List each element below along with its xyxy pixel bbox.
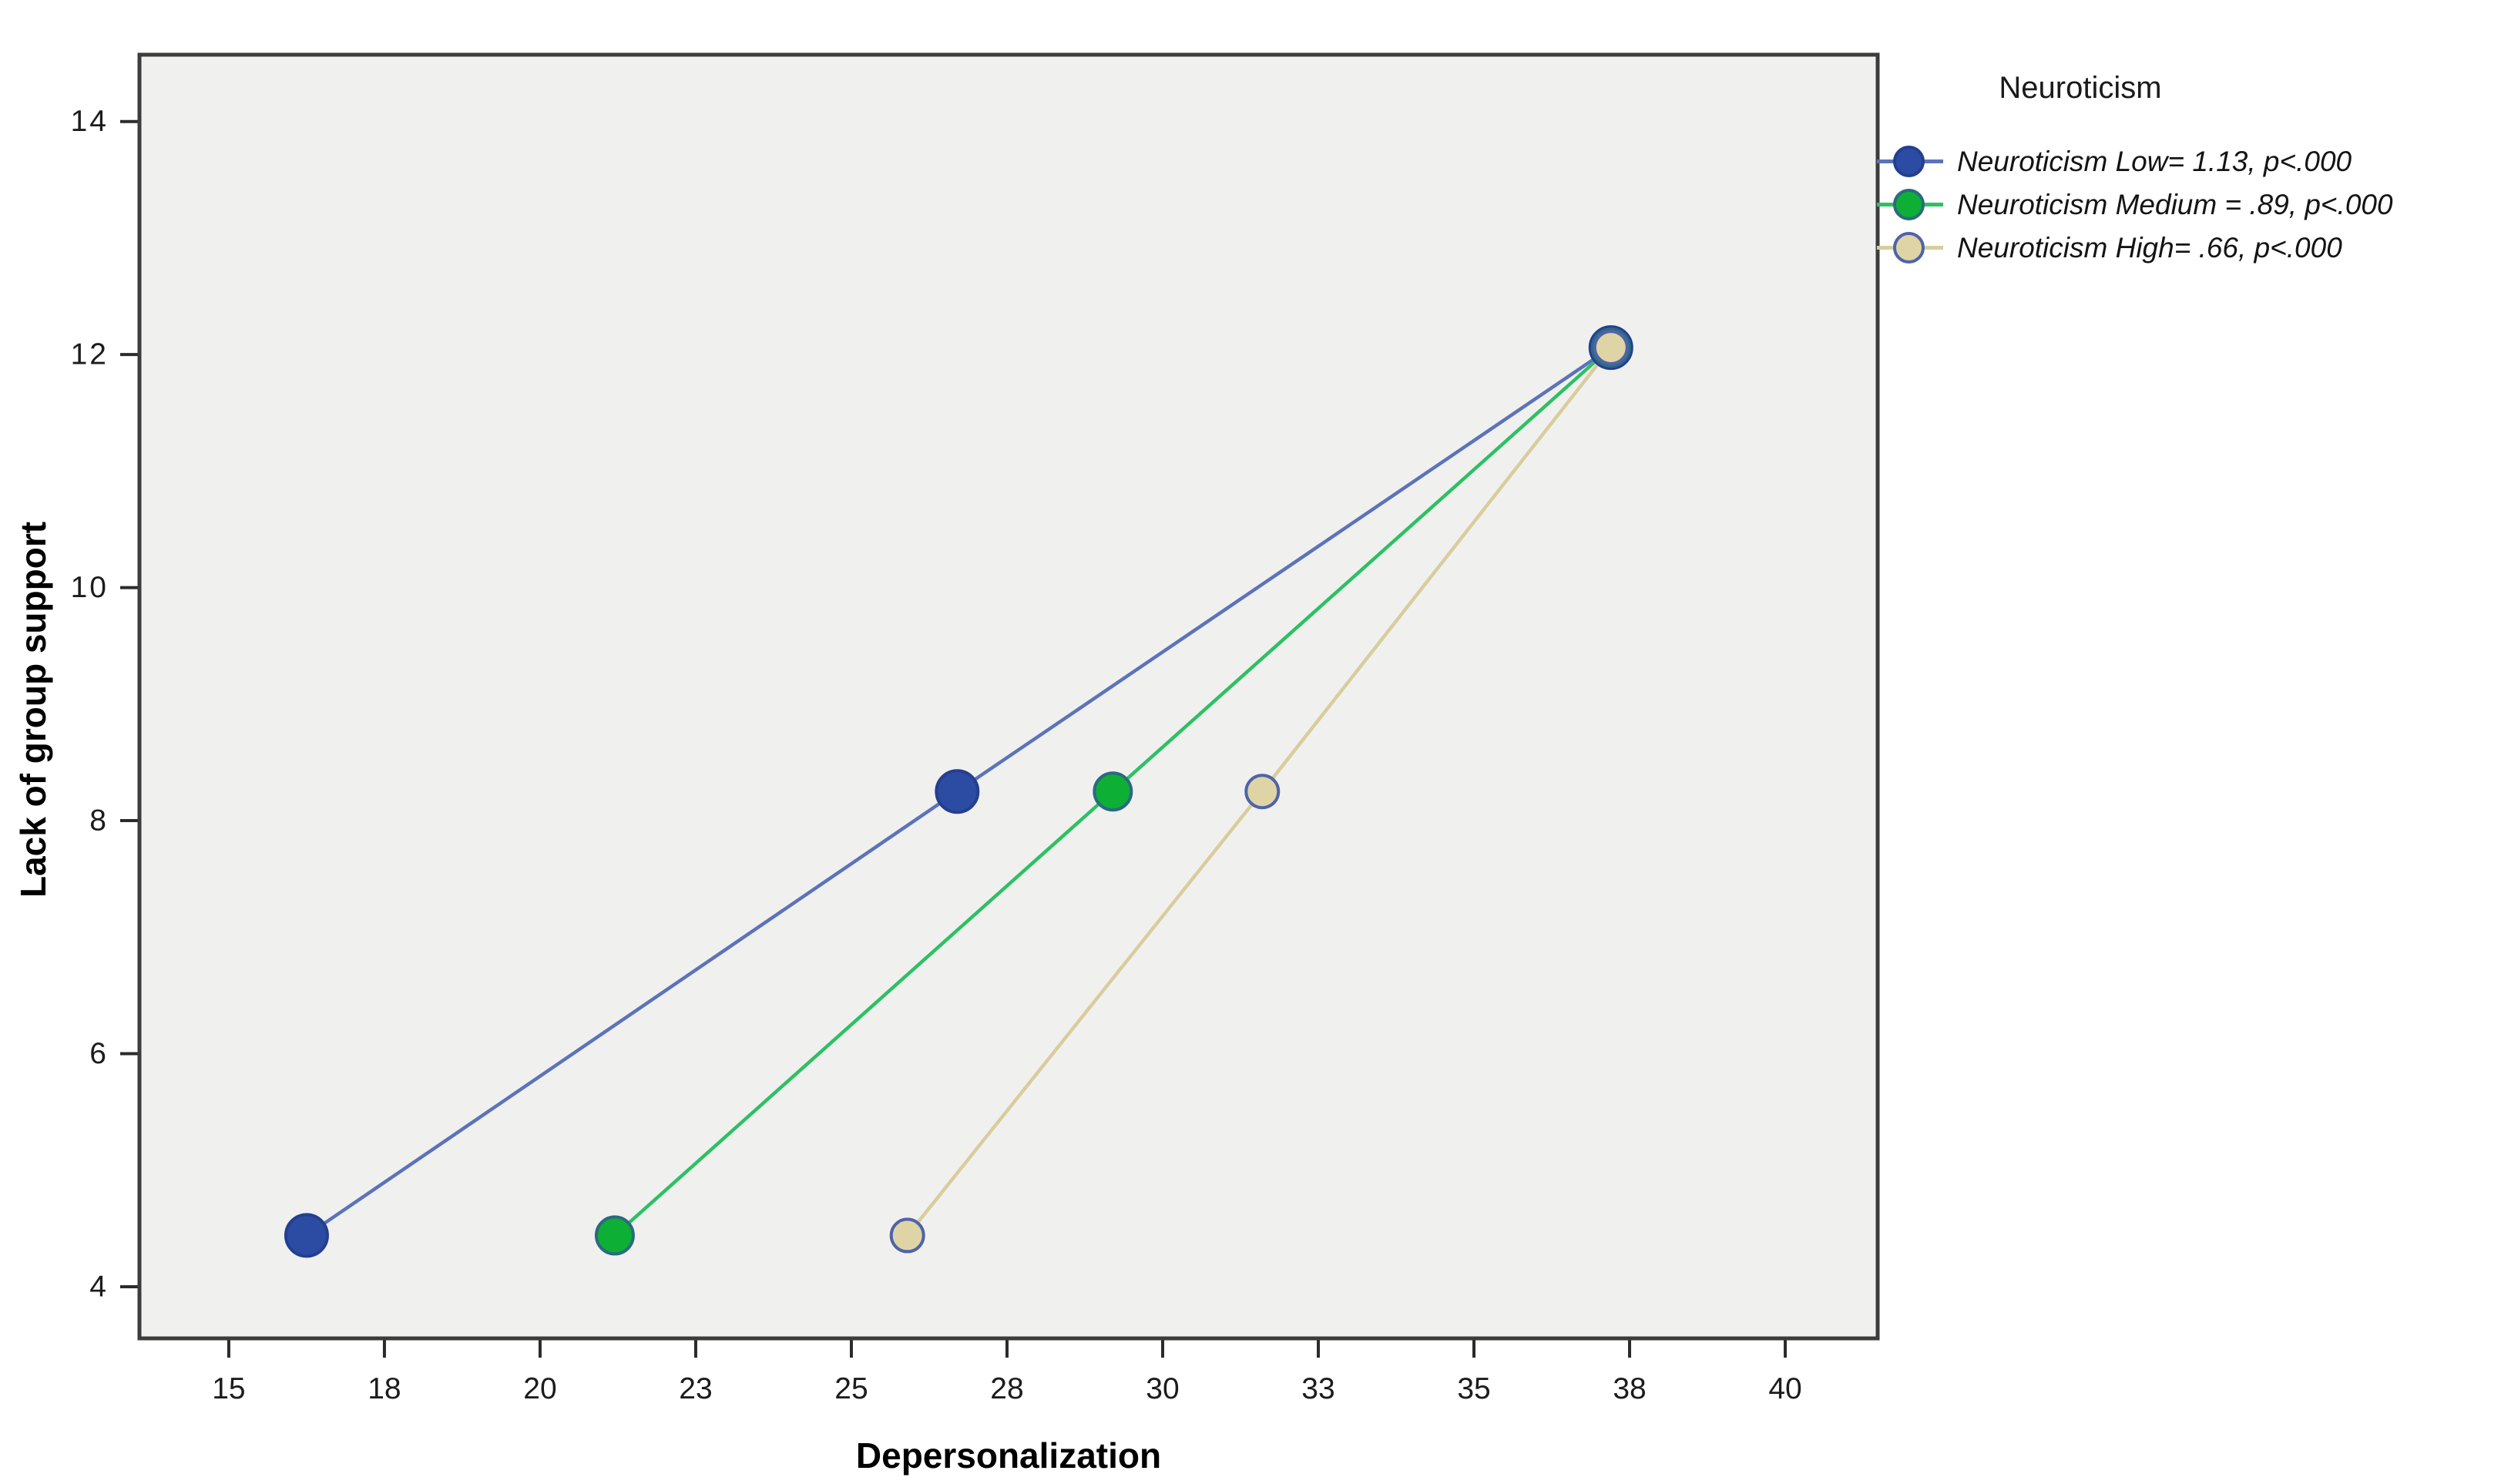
x-tick-label: 25 [834, 1372, 868, 1405]
line-marker-icon [1877, 188, 1943, 221]
x-axis-title: Depersonalization [855, 1435, 1162, 1476]
line-marker-icon [1877, 231, 1943, 264]
data-point [1593, 330, 1629, 366]
legend-items: Neuroticism Low= 1.13, p<.000 Neuroticis… [1877, 145, 2393, 264]
legend-item-low: Neuroticism Low= 1.13, p<.000 [1877, 145, 2393, 178]
x-tick-label: 40 [1768, 1372, 1801, 1405]
y-tick-label: 6 [89, 1037, 109, 1070]
legend-label-medium: Neuroticism Medium = .89, p<.000 [1957, 188, 2393, 220]
data-point [935, 769, 980, 814]
data-point [1244, 774, 1281, 810]
legend-label-high: Neuroticism High= .66, p<.000 [1957, 231, 2342, 264]
x-tick-label: 38 [1613, 1372, 1646, 1405]
x-tick-label: 30 [1146, 1372, 1179, 1405]
x-tick-label: 23 [679, 1372, 712, 1405]
legend-label-low: Neuroticism Low= 1.13, p<.000 [1957, 145, 2352, 177]
plot-background [141, 56, 1876, 1337]
data-point [594, 1215, 635, 1256]
legend-title: Neuroticism [1999, 71, 2162, 105]
y-tick-label: 14 [71, 105, 109, 138]
y-tick-label: 4 [89, 1270, 109, 1303]
y-tick-label: 10 [71, 571, 109, 604]
y-tick-label: 12 [71, 338, 109, 371]
x-tick-label: 35 [1457, 1372, 1490, 1405]
x-tick-label: 15 [212, 1372, 245, 1405]
x-tick-label: 28 [990, 1372, 1023, 1405]
y-axis-title: Lack of group support [13, 521, 53, 898]
x-tick-label: 18 [368, 1372, 401, 1405]
line-marker-icon [1877, 145, 1943, 178]
data-point [1093, 771, 1133, 812]
x-tick-label: 33 [1301, 1372, 1334, 1405]
y-tick-label: 8 [89, 804, 109, 838]
plot-frame [137, 52, 1880, 1341]
data-point [889, 1217, 925, 1254]
legend-item-high: Neuroticism High= .66, p<.000 [1877, 231, 2393, 264]
data-point [284, 1213, 329, 1258]
legend-item-medium: Neuroticism Medium = .89, p<.000 [1877, 188, 2393, 221]
x-tick-label: 20 [523, 1372, 556, 1405]
